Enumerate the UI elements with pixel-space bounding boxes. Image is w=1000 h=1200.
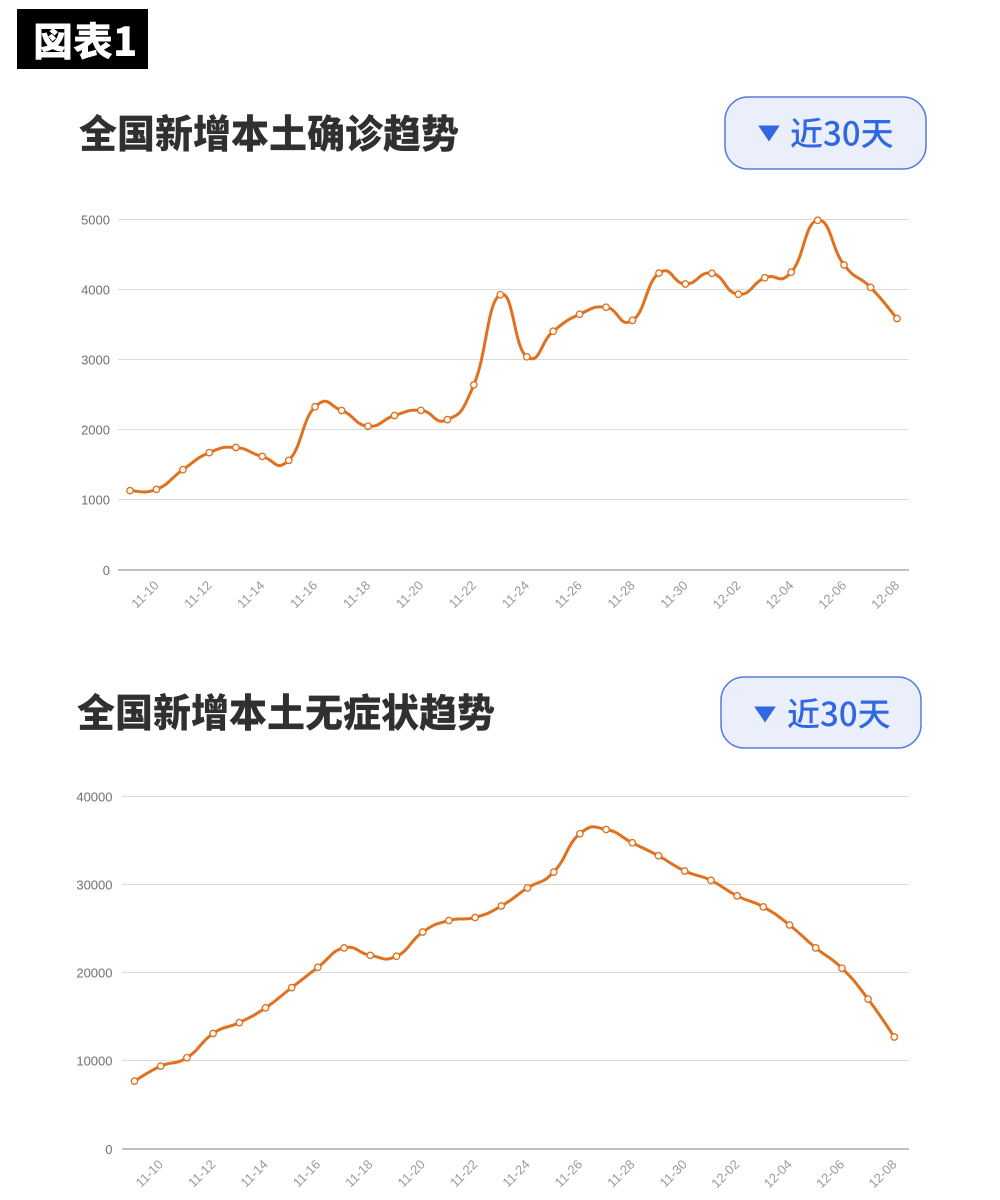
svg-text:11-30: 11-30 <box>657 1157 690 1190</box>
svg-text:11-22: 11-22 <box>447 1157 480 1190</box>
svg-text:12-02: 12-02 <box>710 578 744 612</box>
svg-text:11-18: 11-18 <box>342 1157 375 1190</box>
svg-text:3000: 3000 <box>81 353 110 368</box>
svg-text:11-30: 11-30 <box>657 578 690 611</box>
svg-text:11-14: 11-14 <box>237 1157 270 1190</box>
svg-text:12-08: 12-08 <box>868 578 902 612</box>
svg-text:2000: 2000 <box>81 423 110 438</box>
svg-text:0: 0 <box>103 563 110 578</box>
svg-text:5000: 5000 <box>81 213 110 228</box>
svg-text:40000: 40000 <box>76 790 112 805</box>
svg-text:4000: 4000 <box>81 283 110 298</box>
svg-text:11-22: 11-22 <box>446 578 479 611</box>
svg-text:0: 0 <box>105 1142 112 1157</box>
svg-text:1000: 1000 <box>81 493 110 508</box>
svg-text:12-06: 12-06 <box>813 1157 847 1191</box>
svg-text:11-12: 11-12 <box>185 1157 218 1190</box>
svg-text:11-14: 11-14 <box>234 578 267 611</box>
svg-text:12-06: 12-06 <box>815 578 849 612</box>
svg-text:11-20: 11-20 <box>393 578 426 611</box>
svg-text:11-16: 11-16 <box>290 1157 323 1190</box>
svg-text:12-04: 12-04 <box>761 1157 795 1191</box>
svg-text:11-10: 11-10 <box>133 1157 166 1190</box>
svg-text:30000: 30000 <box>76 878 112 893</box>
svg-text:11-12: 11-12 <box>181 578 214 611</box>
svg-text:11-28: 11-28 <box>604 1157 637 1190</box>
svg-text:11-20: 11-20 <box>395 1157 428 1190</box>
svg-text:11-24: 11-24 <box>499 1157 532 1190</box>
svg-text:11-18: 11-18 <box>340 578 373 611</box>
svg-text:12-04: 12-04 <box>762 578 796 612</box>
svg-text:10000: 10000 <box>76 1054 112 1069</box>
svg-text:11-10: 11-10 <box>128 578 161 611</box>
svg-text:11-26: 11-26 <box>552 1157 585 1190</box>
svg-text:20000: 20000 <box>76 966 112 981</box>
svg-text:11-24: 11-24 <box>499 578 532 611</box>
svg-text:11-26: 11-26 <box>551 578 584 611</box>
svg-text:12-08: 12-08 <box>865 1157 899 1191</box>
svg-text:12-02: 12-02 <box>708 1157 742 1191</box>
svg-text:11-16: 11-16 <box>287 578 320 611</box>
svg-text:11-28: 11-28 <box>604 578 637 611</box>
